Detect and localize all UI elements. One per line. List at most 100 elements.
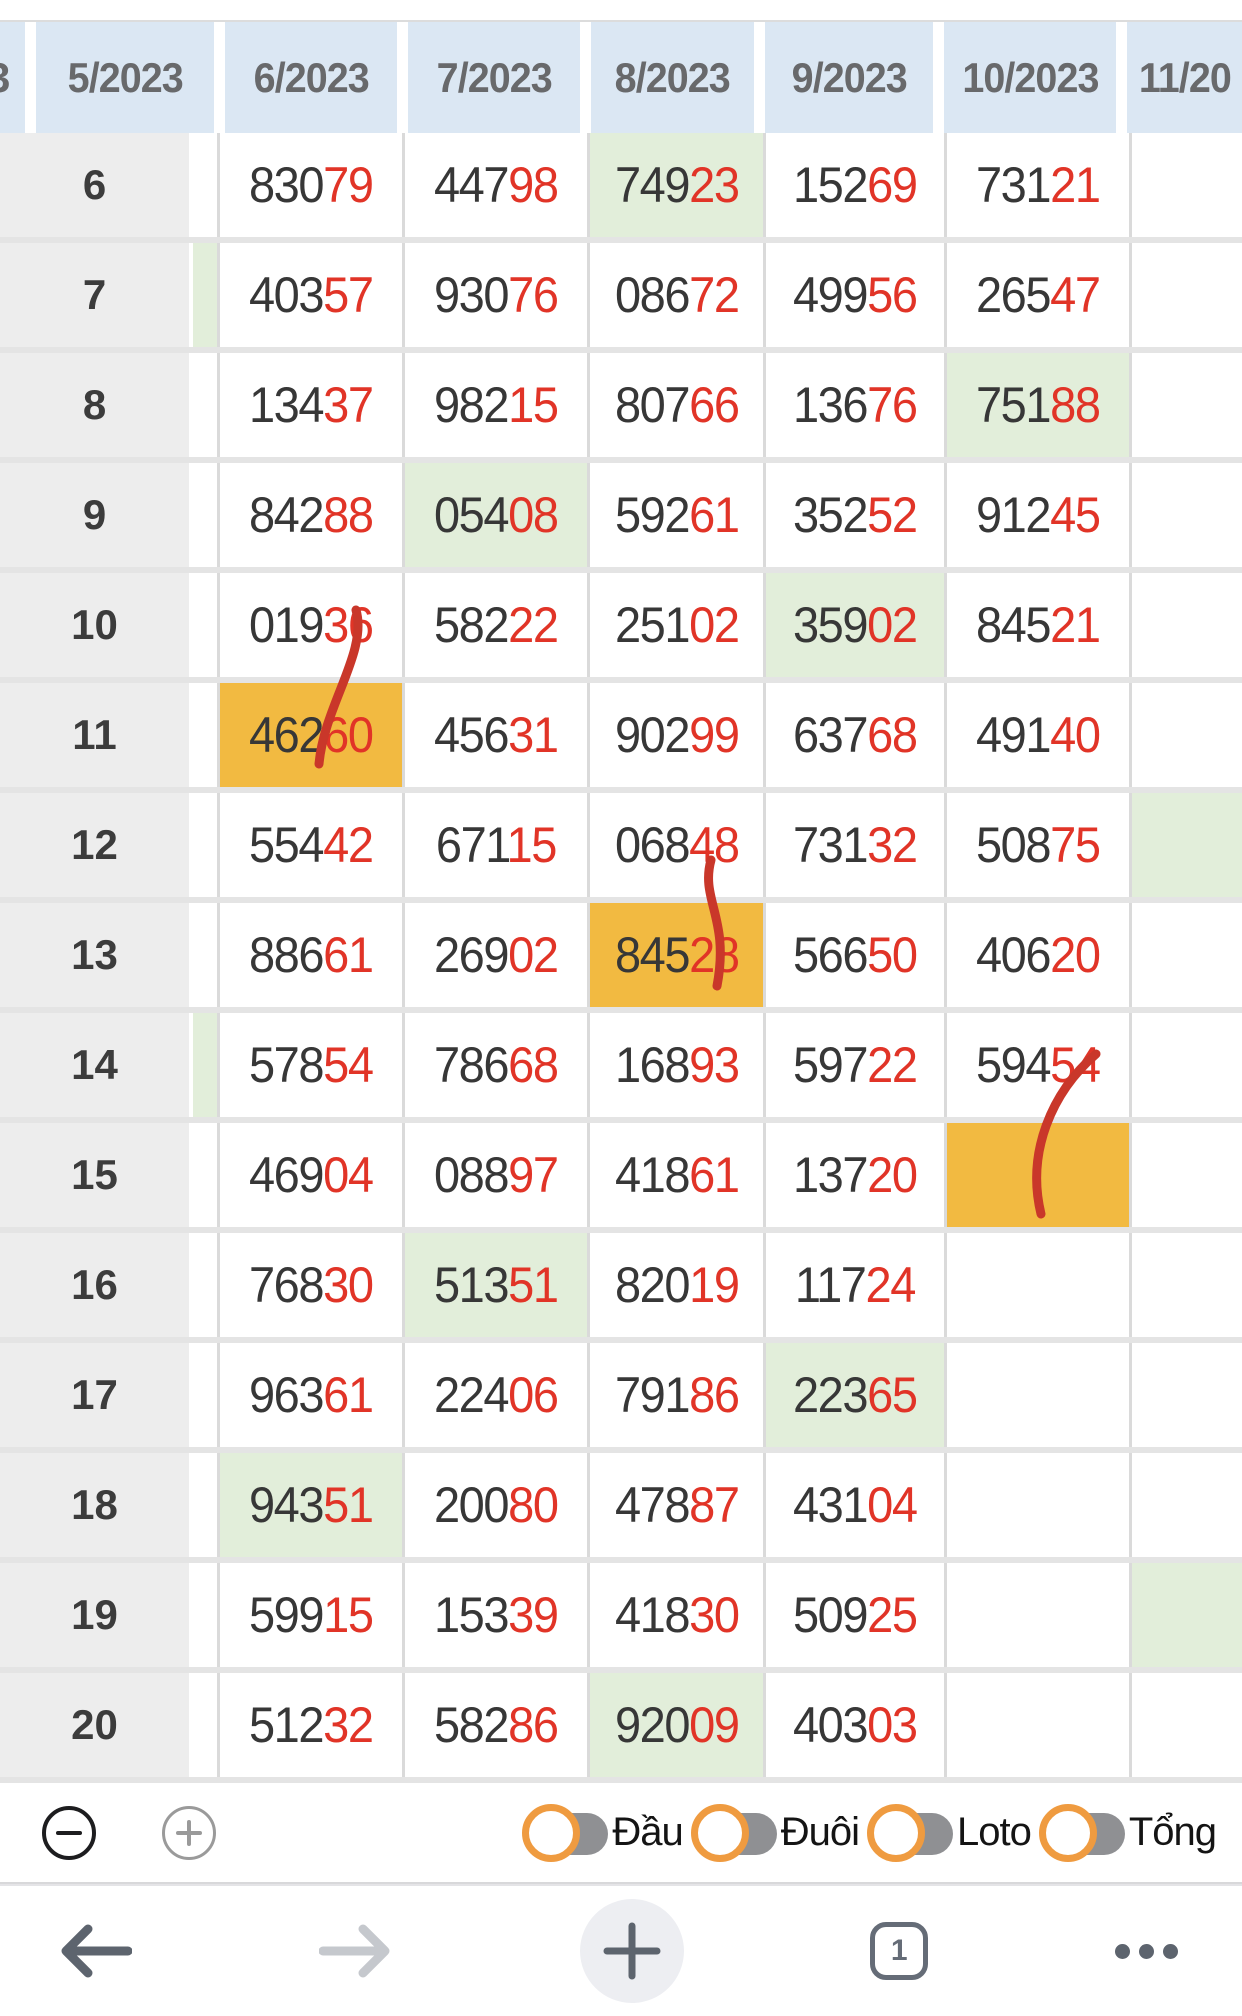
data-cell[interactable]: 88661 xyxy=(217,903,402,1007)
data-cell[interactable]: 35902 xyxy=(763,573,944,677)
data-cell[interactable] xyxy=(944,1233,1129,1337)
data-cell[interactable]: 84528 xyxy=(587,903,763,1007)
menu-button[interactable] xyxy=(1115,1943,1178,1959)
data-cell[interactable] xyxy=(1129,1343,1242,1447)
toggle-dau[interactable] xyxy=(522,1802,609,1864)
data-cell[interactable]: 51232 xyxy=(217,1673,402,1777)
data-cell[interactable]: 50925 xyxy=(763,1563,944,1667)
data-cell[interactable]: 56650 xyxy=(763,903,944,1007)
data-cell[interactable]: 82019 xyxy=(587,1233,763,1337)
data-cell[interactable]: 80766 xyxy=(587,353,763,457)
toggle-tong[interactable] xyxy=(1038,1802,1125,1864)
data-cell[interactable]: 96361 xyxy=(217,1343,402,1447)
tab-switcher-button[interactable]: 1 xyxy=(870,1922,929,1980)
data-cell[interactable]: 49140 xyxy=(944,683,1129,787)
data-cell[interactable] xyxy=(1129,243,1242,347)
data-cell[interactable]: 98215 xyxy=(402,353,587,457)
data-cell[interactable]: 46904 xyxy=(217,1123,402,1227)
data-cell[interactable]: 67115 xyxy=(402,793,587,897)
data-cell[interactable]: 26547 xyxy=(944,243,1129,347)
data-cell[interactable]: 40620 xyxy=(944,903,1129,1007)
data-cell[interactable]: 78668 xyxy=(402,1013,587,1117)
data-cell[interactable]: 20080 xyxy=(402,1453,587,1557)
data-cell[interactable]: 79186 xyxy=(587,1343,763,1447)
data-cell[interactable]: 83079 xyxy=(217,133,402,237)
data-cell[interactable] xyxy=(1129,133,1242,237)
data-cell[interactable]: 58222 xyxy=(402,573,587,677)
data-cell[interactable]: 11724 xyxy=(763,1233,944,1337)
data-cell[interactable]: 06848 xyxy=(587,793,763,897)
data-cell[interactable]: 41861 xyxy=(587,1123,763,1227)
zoom-in-button[interactable] xyxy=(162,1805,216,1860)
data-cell[interactable] xyxy=(1129,793,1242,897)
forward-button[interactable] xyxy=(318,1922,393,1980)
data-cell[interactable]: 41830 xyxy=(587,1563,763,1667)
back-button[interactable] xyxy=(58,1922,132,1980)
data-cell[interactable]: 40357 xyxy=(217,243,402,347)
data-cell[interactable]: 13676 xyxy=(763,353,944,457)
data-cell[interactable]: 74923 xyxy=(587,133,763,237)
data-cell[interactable] xyxy=(944,1563,1129,1667)
data-cell[interactable]: 75188 xyxy=(944,353,1129,457)
data-cell[interactable]: 55442 xyxy=(217,793,402,897)
data-cell[interactable]: 58286 xyxy=(402,1673,587,1777)
data-cell[interactable]: 59454 xyxy=(944,1013,1129,1117)
data-cell[interactable]: 13720 xyxy=(763,1123,944,1227)
data-cell[interactable]: 91245 xyxy=(944,463,1129,567)
data-cell[interactable]: 84288 xyxy=(217,463,402,567)
data-cell[interactable]: 57854 xyxy=(217,1013,402,1117)
data-cell[interactable]: 51351 xyxy=(402,1233,587,1337)
new-tab-button[interactable] xyxy=(579,1899,684,2003)
data-cell[interactable] xyxy=(944,1453,1129,1557)
data-cell[interactable] xyxy=(1129,1563,1242,1667)
data-cell[interactable]: 43104 xyxy=(763,1453,944,1557)
data-cell[interactable]: 15339 xyxy=(402,1563,587,1667)
data-cell[interactable]: 25102 xyxy=(587,573,763,677)
data-cell[interactable]: 05408 xyxy=(402,463,587,567)
data-cell[interactable]: 84521 xyxy=(944,573,1129,677)
data-cell[interactable]: 46260 xyxy=(217,683,402,787)
data-cell[interactable] xyxy=(1129,1013,1242,1117)
data-cell[interactable] xyxy=(1129,1123,1242,1227)
data-cell[interactable]: 73132 xyxy=(763,793,944,897)
data-cell[interactable] xyxy=(944,1673,1129,1777)
data-cell[interactable]: 22406 xyxy=(402,1343,587,1447)
toggle-loto[interactable] xyxy=(866,1802,953,1864)
data-cell[interactable]: 44798 xyxy=(402,133,587,237)
toggle-duoi[interactable] xyxy=(690,1802,777,1864)
data-cell[interactable]: 73121 xyxy=(944,133,1129,237)
data-cell[interactable]: 15269 xyxy=(763,133,944,237)
data-cell[interactable]: 63768 xyxy=(763,683,944,787)
data-cell[interactable]: 45631 xyxy=(402,683,587,787)
data-cell[interactable] xyxy=(1129,903,1242,1007)
data-cell[interactable]: 40303 xyxy=(763,1673,944,1777)
data-cell[interactable]: 47887 xyxy=(587,1453,763,1557)
data-cell[interactable] xyxy=(1129,353,1242,457)
data-cell[interactable] xyxy=(1129,683,1242,787)
data-cell[interactable]: 35252 xyxy=(763,463,944,567)
data-cell[interactable]: 92009 xyxy=(587,1673,763,1777)
data-cell[interactable] xyxy=(1129,1233,1242,1337)
data-cell[interactable]: 08672 xyxy=(587,243,763,347)
data-cell[interactable]: 76830 xyxy=(217,1233,402,1337)
data-cell[interactable]: 01936 xyxy=(217,573,402,677)
data-cell[interactable] xyxy=(944,1123,1129,1227)
data-cell[interactable] xyxy=(1129,1453,1242,1557)
data-cell[interactable]: 49956 xyxy=(763,243,944,347)
data-cell[interactable]: 94351 xyxy=(217,1453,402,1557)
data-cell[interactable] xyxy=(944,1343,1129,1447)
data-cell[interactable]: 93076 xyxy=(402,243,587,347)
data-cell[interactable]: 26902 xyxy=(402,903,587,1007)
data-cell[interactable]: 08897 xyxy=(402,1123,587,1227)
data-cell[interactable]: 59261 xyxy=(587,463,763,567)
data-cell[interactable]: 90299 xyxy=(587,683,763,787)
data-cell[interactable]: 59722 xyxy=(763,1013,944,1117)
data-cell[interactable] xyxy=(1129,1673,1242,1777)
data-cell[interactable] xyxy=(1129,573,1242,677)
data-cell[interactable]: 50875 xyxy=(944,793,1129,897)
data-cell[interactable]: 59915 xyxy=(217,1563,402,1667)
data-cell[interactable]: 22365 xyxy=(763,1343,944,1447)
data-cell[interactable]: 13437 xyxy=(217,353,402,457)
data-cell[interactable]: 16893 xyxy=(587,1013,763,1117)
zoom-out-button[interactable] xyxy=(42,1805,96,1860)
